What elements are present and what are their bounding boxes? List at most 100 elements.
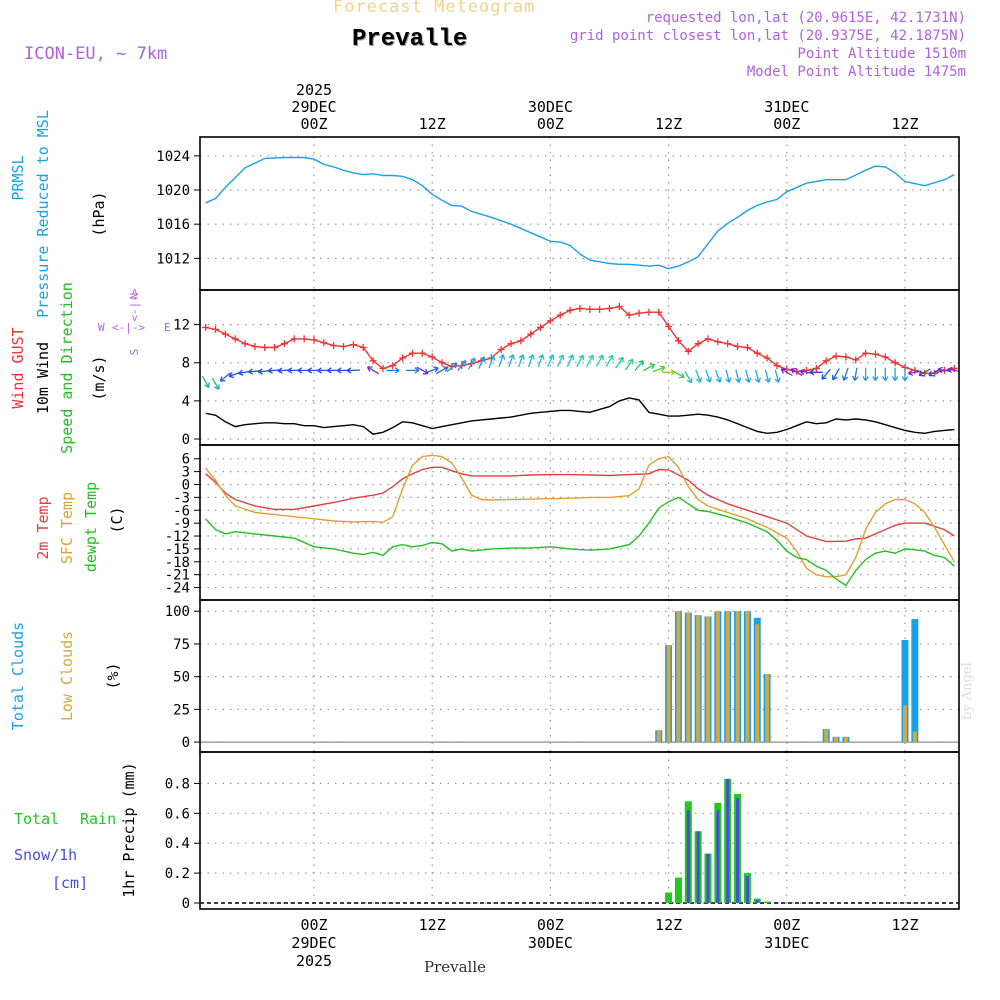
low-cloud-bar [745, 611, 750, 743]
wind-direction-arrow [774, 369, 781, 383]
wind-direction-arrow [882, 367, 889, 382]
y-tick-label: 1020 [156, 183, 190, 199]
gust-marker [241, 340, 249, 348]
wind-direction-arrow [585, 354, 594, 367]
series-2m-temp [205, 466, 955, 543]
y-tick-label: 1024 [156, 149, 190, 165]
wind-direction-arrow [714, 369, 722, 383]
gust-marker [231, 335, 239, 343]
y-tick-label: -12 [165, 529, 190, 545]
gust-marker [300, 335, 308, 343]
panel-wind: 0 4 8 12 [173, 289, 960, 448]
wind-direction-arrow [605, 354, 614, 367]
bottom-axis-label: 29DEC [291, 934, 336, 952]
wind-direction-arrow [201, 375, 210, 388]
gust-marker [891, 359, 899, 367]
gust-marker [271, 343, 279, 351]
low-cloud-bar [715, 611, 720, 743]
y-tick-label: 0 [182, 735, 190, 751]
label-rain: Rain [80, 810, 116, 828]
wind-direction-arrow [595, 354, 604, 367]
wind-direction-arrow [436, 366, 449, 375]
wind-direction-arrow [556, 354, 565, 367]
wind-direction-arrow [508, 354, 515, 368]
wind-direction-arrow [918, 368, 931, 377]
y-tick-label: -24 [165, 581, 190, 597]
wind-direction-arrow [498, 354, 506, 368]
label-total: Total [14, 810, 59, 828]
wind-direction-arrow [547, 354, 555, 367]
snow-bar [706, 853, 710, 903]
wind-direction-arrow [346, 367, 360, 374]
gust-marker [330, 342, 338, 350]
label-percent: (%) [104, 662, 122, 689]
gust-marker [290, 335, 298, 343]
low-cloud-bar [676, 611, 681, 743]
gust-marker [674, 337, 682, 345]
gust-marker [625, 311, 633, 319]
total-cloud-bar [911, 619, 919, 743]
compass-ns-arrows: <-|-> [128, 288, 141, 321]
wind-direction-arrow [831, 368, 840, 381]
bottom-axis-label: 2025 [296, 952, 332, 970]
credit-watermark: by Angel [960, 662, 975, 720]
wind-direction-arrow [841, 367, 849, 381]
gust-marker [537, 323, 545, 331]
gust-marker [655, 308, 663, 316]
gust-marker [448, 363, 456, 371]
wind-direction-arrow [642, 363, 656, 372]
y-tick-label: -9 [173, 516, 190, 532]
label-cm: [cm] [52, 874, 88, 892]
gust-marker [566, 306, 574, 314]
wind-direction-arrow [901, 367, 909, 382]
wind-direction-arrow [366, 366, 380, 375]
top-axis-label: 30DEC [528, 98, 573, 116]
gust-marker [320, 339, 328, 347]
gust-marker [389, 362, 397, 370]
model-altitude: Model Point Altitude 1475m [746, 64, 966, 80]
series-prmsl [205, 156, 955, 270]
gust-marker [724, 340, 732, 348]
y-tick-label: -6 [173, 503, 190, 519]
gust-marker [763, 354, 771, 362]
bottom-axis-label: 00Z [773, 916, 800, 934]
wind-direction-arrow [386, 367, 400, 374]
gust-marker [615, 302, 623, 310]
y-tick-label: 100 [165, 604, 190, 620]
label-pressure-msl: Pressure Reduced to MSL [34, 110, 52, 318]
gust-marker [684, 347, 692, 355]
top-axis-label: 00Z [537, 115, 564, 133]
low-cloud-bar [735, 611, 740, 743]
gust-marker [743, 343, 751, 351]
y-tick-label: 12 [173, 318, 190, 334]
wind-direction-arrow [566, 354, 575, 367]
panel-clouds: 0 25 50 75 100 [165, 599, 960, 753]
series-10m-wind [205, 397, 955, 435]
gust-marker [399, 354, 407, 362]
point-altitude: Point Altitude 1510m [797, 46, 966, 62]
total-rain-bar [674, 877, 682, 903]
gust-marker [212, 325, 219, 333]
label-2m-temp: 2m Temp [34, 496, 52, 559]
wind-direction-arrow [425, 366, 439, 374]
low-cloud-bar [706, 616, 710, 743]
wind-direction-arrow [764, 369, 771, 383]
gust-marker [261, 343, 269, 351]
gust-marker [369, 357, 377, 365]
wind-direction-arrow [219, 372, 231, 382]
wind-direction-arrow [852, 367, 859, 382]
gust-marker [517, 337, 525, 345]
gust-marker [734, 343, 742, 351]
panel-clouds-marks [201, 611, 958, 743]
gust-marker [497, 345, 505, 353]
gust-marker [379, 364, 387, 372]
top-axis-label: 00Z [300, 115, 327, 133]
low-cloud-bar [755, 624, 760, 743]
grid-point-coords: grid point closest lon,lat (20.9375E, 42… [569, 28, 966, 44]
bottom-axis-label: 00Z [300, 916, 327, 934]
model-label: ICON-EU, ~ 7km [24, 44, 168, 64]
wind-direction-arrow [624, 358, 634, 371]
snow-bar [696, 831, 700, 903]
gust-marker [507, 340, 515, 348]
wind-direction-arrow [211, 377, 220, 390]
